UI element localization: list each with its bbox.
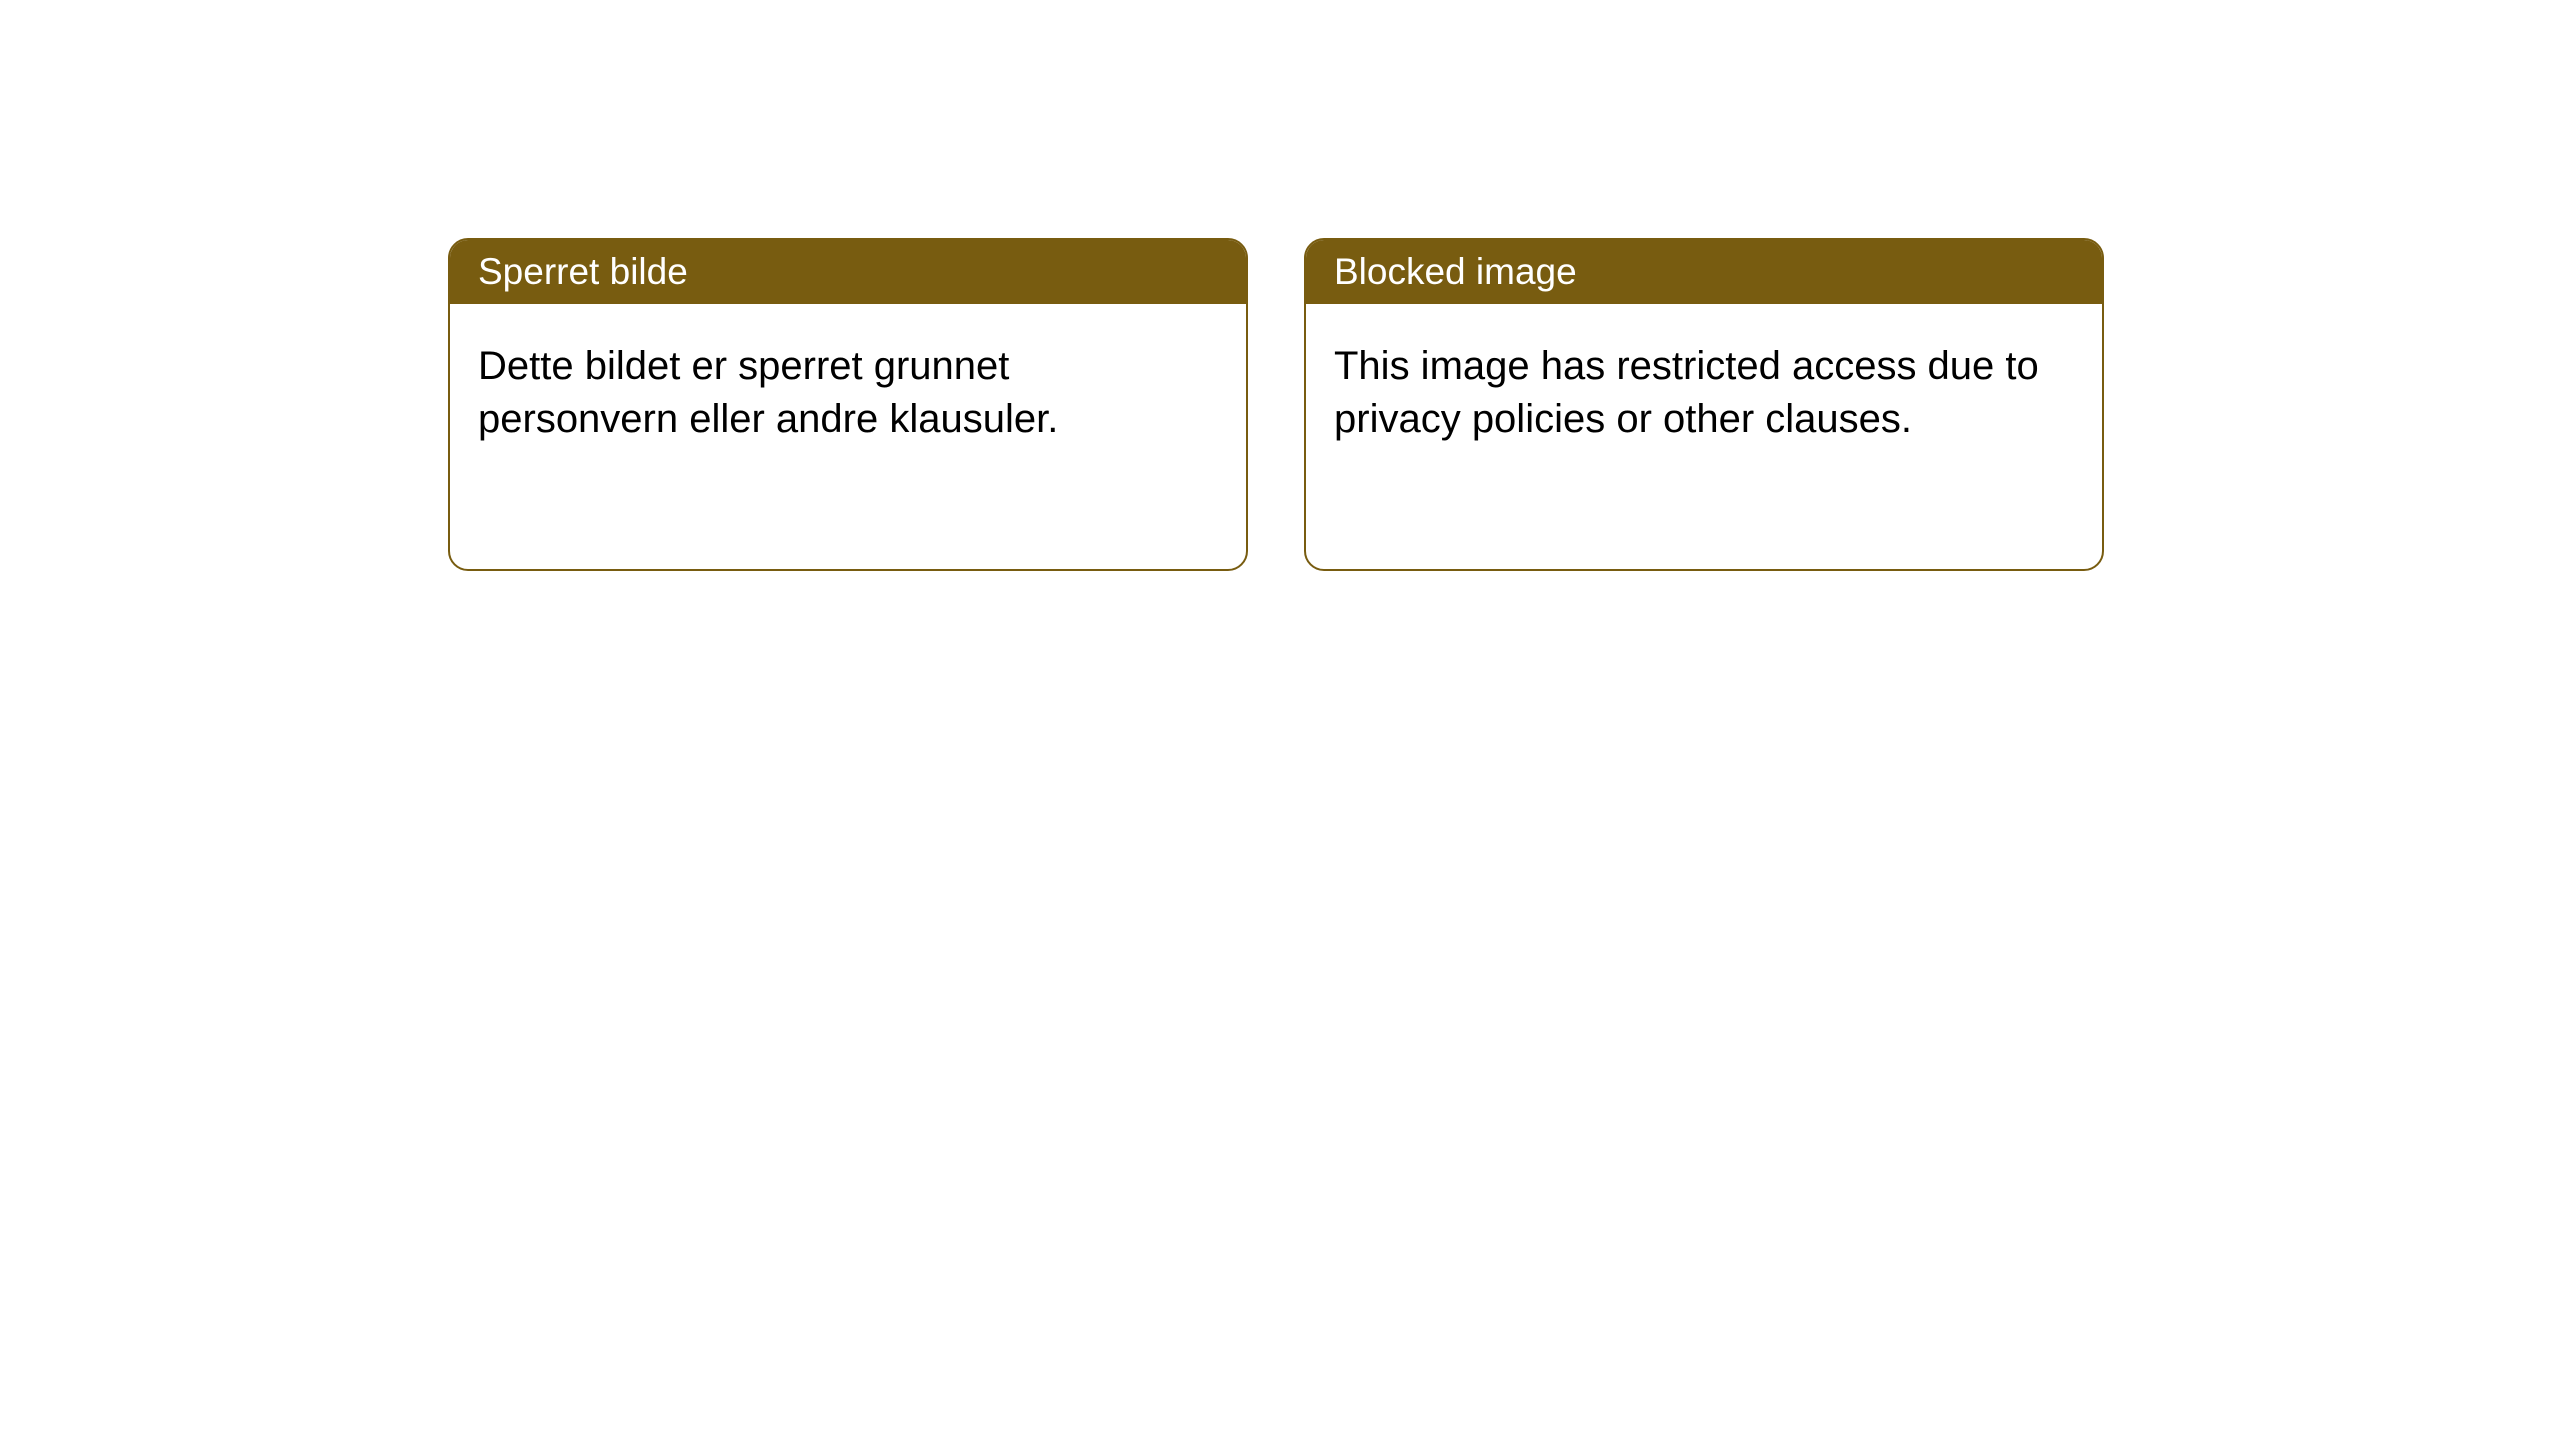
card-body-en: This image has restricted access due to … [1306, 304, 2102, 569]
card-title-en: Blocked image [1306, 240, 2102, 304]
blocked-image-card-no: Sperret bilde Dette bildet er sperret gr… [448, 238, 1248, 571]
notice-cards-container: Sperret bilde Dette bildet er sperret gr… [0, 0, 2560, 571]
card-title-no: Sperret bilde [450, 240, 1246, 304]
blocked-image-card-en: Blocked image This image has restricted … [1304, 238, 2104, 571]
card-body-no: Dette bildet er sperret grunnet personve… [450, 304, 1246, 569]
